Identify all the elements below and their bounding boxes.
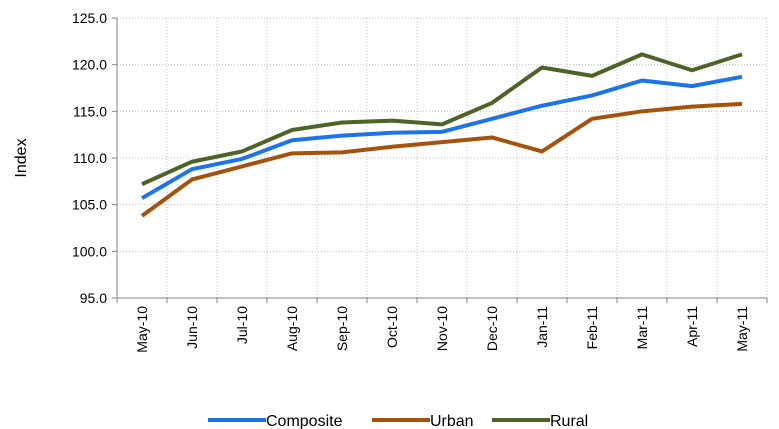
y-tick-label: 125.0 [72,10,107,26]
y-tick-label: 105.0 [72,197,107,213]
x-tick-label: Apr-11 [684,306,700,347]
y-tick-label: 115.0 [73,103,107,119]
x-tick-label: Mar-11 [634,306,650,350]
series-line [141,52,743,186]
series-line [140,74,743,200]
y-axis-label: Index [13,138,30,177]
x-tick-label: May-10 [134,306,150,353]
x-tick-label: Jan-11 [534,306,550,348]
y-tick-label: 95.0 [80,290,107,306]
legend-label: Rural [550,413,588,429]
series-line [140,101,743,218]
legend-label: Composite [266,413,343,429]
x-tick-label: Nov-10 [434,306,450,351]
x-tick-label: Feb-11 [584,306,600,350]
x-tick-label: Oct-10 [384,306,400,348]
y-tick-label: 100.0 [72,243,107,259]
x-tick-label: Dec-10 [484,306,500,351]
y-tick-label: 110.0 [73,150,107,166]
legend-label: Urban [430,413,474,429]
y-tick-label: 120.0 [72,57,107,73]
x-tick-label: Jul-10 [234,306,250,344]
x-tick-label: Jun-10 [184,306,200,349]
x-tick-label: Sep-10 [334,306,350,351]
x-tick-label: Aug-10 [284,306,300,351]
x-tick-label: May-11 [734,306,750,352]
